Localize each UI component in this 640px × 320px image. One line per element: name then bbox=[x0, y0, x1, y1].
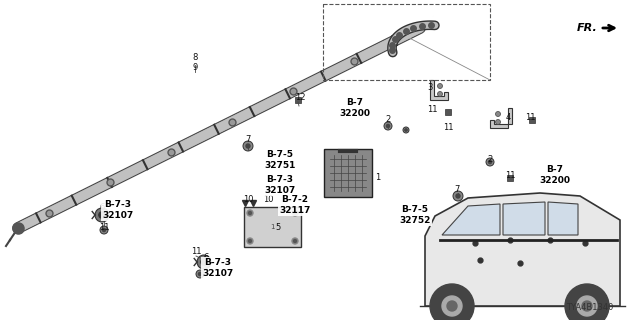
Circle shape bbox=[486, 158, 494, 166]
Text: TYA4B1340: TYA4B1340 bbox=[566, 303, 614, 313]
Text: 7: 7 bbox=[454, 186, 460, 195]
Text: 11: 11 bbox=[505, 171, 515, 180]
Circle shape bbox=[102, 228, 106, 232]
Circle shape bbox=[488, 160, 492, 164]
Circle shape bbox=[447, 301, 457, 311]
Text: 7: 7 bbox=[245, 135, 251, 145]
Circle shape bbox=[384, 122, 392, 130]
Circle shape bbox=[292, 238, 298, 244]
Text: 1: 1 bbox=[376, 173, 381, 182]
Text: 11: 11 bbox=[443, 124, 453, 132]
Text: 11: 11 bbox=[525, 114, 535, 123]
Text: B-7-3
32107: B-7-3 32107 bbox=[102, 200, 134, 220]
Polygon shape bbox=[430, 80, 448, 100]
Text: 3: 3 bbox=[428, 84, 433, 92]
Text: B-7-3
32107: B-7-3 32107 bbox=[264, 175, 296, 195]
Text: B-7
32200: B-7 32200 bbox=[339, 98, 371, 118]
Text: 6: 6 bbox=[204, 253, 209, 262]
Text: 11: 11 bbox=[191, 247, 201, 257]
Bar bbox=[323, 4, 490, 80]
Circle shape bbox=[196, 270, 204, 278]
Text: 12: 12 bbox=[295, 93, 305, 102]
Text: B-7-2
32117: B-7-2 32117 bbox=[279, 195, 310, 215]
Text: 11: 11 bbox=[427, 106, 437, 115]
Circle shape bbox=[387, 124, 390, 128]
Circle shape bbox=[495, 119, 500, 124]
Circle shape bbox=[248, 239, 252, 243]
Circle shape bbox=[582, 301, 592, 311]
Text: 10: 10 bbox=[243, 196, 253, 204]
Polygon shape bbox=[548, 202, 578, 235]
Text: 10: 10 bbox=[263, 196, 273, 204]
Circle shape bbox=[201, 259, 207, 265]
Text: 8: 8 bbox=[192, 53, 198, 62]
Text: 4: 4 bbox=[506, 114, 511, 123]
Circle shape bbox=[243, 141, 253, 151]
Circle shape bbox=[247, 238, 253, 244]
Circle shape bbox=[292, 210, 298, 216]
Circle shape bbox=[403, 127, 409, 133]
Circle shape bbox=[100, 226, 108, 234]
FancyBboxPatch shape bbox=[324, 149, 372, 197]
Circle shape bbox=[577, 296, 597, 316]
Circle shape bbox=[294, 212, 296, 214]
Circle shape bbox=[197, 255, 211, 269]
Text: 2: 2 bbox=[385, 116, 390, 124]
Text: B-7-5
32751: B-7-5 32751 bbox=[264, 150, 296, 170]
Text: 2: 2 bbox=[488, 156, 493, 164]
Circle shape bbox=[442, 296, 462, 316]
Circle shape bbox=[246, 144, 250, 148]
Polygon shape bbox=[503, 202, 545, 235]
Circle shape bbox=[430, 284, 474, 320]
Text: B-7-3
32107: B-7-3 32107 bbox=[202, 258, 234, 278]
Text: 5: 5 bbox=[275, 223, 280, 233]
Text: 6: 6 bbox=[99, 204, 105, 212]
Circle shape bbox=[294, 239, 296, 243]
Circle shape bbox=[565, 284, 609, 320]
Circle shape bbox=[99, 212, 105, 218]
Circle shape bbox=[247, 210, 253, 216]
Polygon shape bbox=[442, 204, 500, 235]
Text: B-7-5
32752: B-7-5 32752 bbox=[399, 205, 431, 225]
Circle shape bbox=[198, 272, 202, 276]
Circle shape bbox=[495, 111, 500, 116]
Polygon shape bbox=[490, 108, 512, 128]
Circle shape bbox=[248, 212, 252, 214]
Polygon shape bbox=[425, 193, 620, 306]
Circle shape bbox=[438, 92, 442, 97]
Circle shape bbox=[456, 194, 460, 198]
Text: 11: 11 bbox=[99, 223, 109, 233]
Circle shape bbox=[95, 208, 109, 222]
Circle shape bbox=[438, 84, 442, 89]
Text: 9: 9 bbox=[193, 63, 198, 73]
Text: B-7
32200: B-7 32200 bbox=[540, 165, 570, 185]
Circle shape bbox=[453, 191, 463, 201]
Circle shape bbox=[405, 129, 407, 131]
Text: FR.: FR. bbox=[577, 23, 598, 33]
Text: 1: 1 bbox=[269, 224, 275, 230]
FancyBboxPatch shape bbox=[244, 207, 301, 247]
